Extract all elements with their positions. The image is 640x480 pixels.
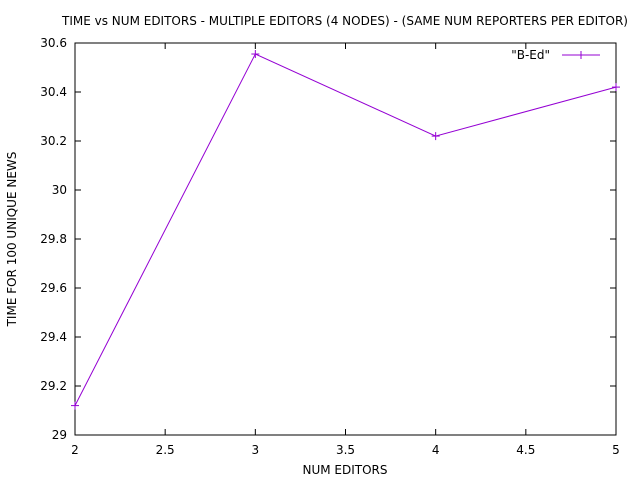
x-tick-label: 3.5 — [336, 443, 355, 457]
y-tick-label: 29 — [52, 428, 67, 442]
x-tick-label: 3 — [252, 443, 260, 457]
x-tick-label: 4.5 — [516, 443, 535, 457]
y-tick-label: 30.6 — [40, 36, 67, 50]
y-tick-label: 30.4 — [40, 85, 67, 99]
x-tick-label: 4 — [432, 443, 440, 457]
y-tick-label: 29.4 — [40, 330, 67, 344]
legend-plus-marker — [577, 51, 585, 59]
x-tick-label: 5 — [612, 443, 620, 457]
y-axis-label: TIME FOR 100 UNIQUE NEWS — [5, 152, 19, 328]
legend: "B-Ed" — [511, 48, 600, 62]
y-axis: 29 29.2 29.4 29.6 29.8 30 30.2 30.4 30.6 — [40, 36, 616, 442]
series-line — [74, 53, 617, 406]
y-tick-label: 30 — [52, 183, 67, 197]
chart-title: TIME vs NUM EDITORS - MULTIPLE EDITORS (… — [61, 14, 628, 28]
legend-label: "B-Ed" — [511, 48, 550, 62]
x-axis-label: NUM EDITORS — [302, 463, 387, 477]
y-tick-label: 29.2 — [40, 379, 67, 393]
x-axis: 2 2.5 3 3.5 4 4.5 5 — [71, 43, 620, 457]
y-tick-label: 30.2 — [40, 134, 67, 148]
x-tick-label: 2.5 — [156, 443, 175, 457]
data-point — [71, 401, 79, 410]
legend-marker — [577, 51, 585, 59]
x-tick-label: 2 — [71, 443, 79, 457]
data-point — [251, 50, 260, 59]
y-tick-label: 29.6 — [40, 281, 67, 295]
plot-frame — [74, 42, 617, 436]
data-point — [612, 83, 620, 92]
y-tick-label: 29.8 — [40, 232, 67, 246]
series-layer — [71, 50, 620, 410]
data-point — [431, 132, 440, 141]
